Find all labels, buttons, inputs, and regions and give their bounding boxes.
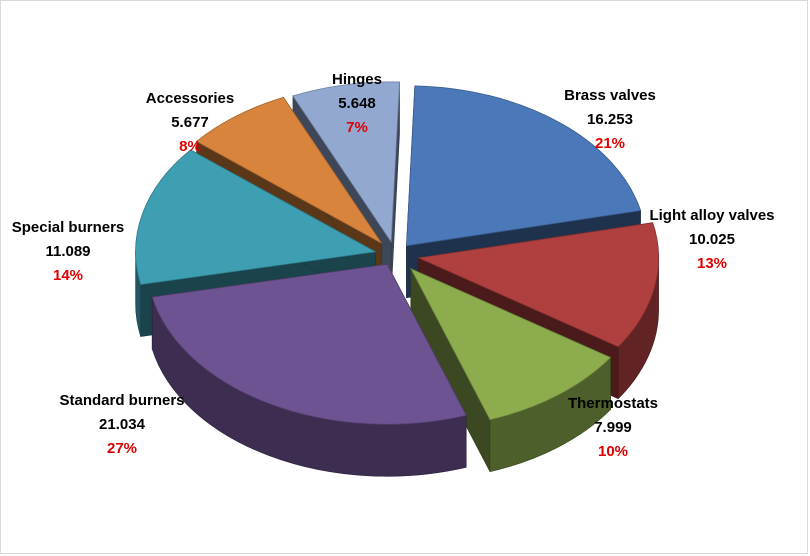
labels-layer: Brass valves 16.253 21% Light alloy valves 1… bbox=[12, 71, 775, 460]
label-special-burners: Special burners 11.089 14% bbox=[12, 219, 125, 284]
slice-value-label: 16.253 bbox=[587, 111, 633, 128]
slices-layer bbox=[135, 81, 659, 477]
slice-percent-label: 13% bbox=[697, 255, 727, 272]
label-thermostats: Thermostats 7.999 10% bbox=[568, 395, 658, 460]
slice-name-label: Thermostats bbox=[568, 395, 658, 412]
slice-top bbox=[151, 263, 467, 425]
slice-name-label: Accessories bbox=[146, 90, 234, 107]
slice-percent-label: 10% bbox=[598, 443, 628, 460]
slice-value-label: 10.025 bbox=[689, 231, 735, 248]
slice-percent-label: 27% bbox=[107, 440, 137, 457]
label-brass-valves: Brass valves 16.253 21% bbox=[564, 87, 656, 152]
slice-value-label: 7.999 bbox=[594, 419, 632, 436]
slice-value-label: 11.089 bbox=[45, 243, 90, 260]
slice-name-label: Standard burners bbox=[59, 392, 184, 409]
slice-name-label: Hinges bbox=[332, 71, 382, 88]
slice-percent-label: 21% bbox=[595, 135, 625, 152]
slice-top bbox=[195, 96, 382, 244]
slice-name-label: Light alloy valves bbox=[649, 207, 774, 224]
slice-standard-burners bbox=[151, 263, 467, 477]
slice-value-label: 5.677 bbox=[171, 114, 209, 131]
label-accessories: Accessories 5.677 8% bbox=[146, 90, 234, 155]
slice-name-label: Brass valves bbox=[564, 87, 656, 104]
slice-percent-label: 7% bbox=[346, 119, 368, 136]
slice-top bbox=[406, 85, 642, 247]
slice-value-label: 5.648 bbox=[338, 95, 376, 112]
slice-top bbox=[135, 149, 377, 286]
label-hinges: Hinges 5.648 7% bbox=[332, 71, 382, 136]
slice-top bbox=[417, 222, 659, 348]
slice-top bbox=[292, 81, 400, 244]
slice-thermostats bbox=[410, 267, 612, 473]
slice-top bbox=[410, 267, 612, 421]
label-light-alloy-valves: Light alloy valves 10.025 13% bbox=[649, 207, 774, 272]
slice-percent-label: 8% bbox=[179, 138, 201, 155]
slice-value-label: 21.034 bbox=[99, 416, 146, 433]
label-standard-burners: Standard burners 21.034 27% bbox=[59, 392, 184, 457]
slice-percent-label: 14% bbox=[53, 267, 83, 284]
slice-name-label: Special burners bbox=[12, 219, 125, 236]
